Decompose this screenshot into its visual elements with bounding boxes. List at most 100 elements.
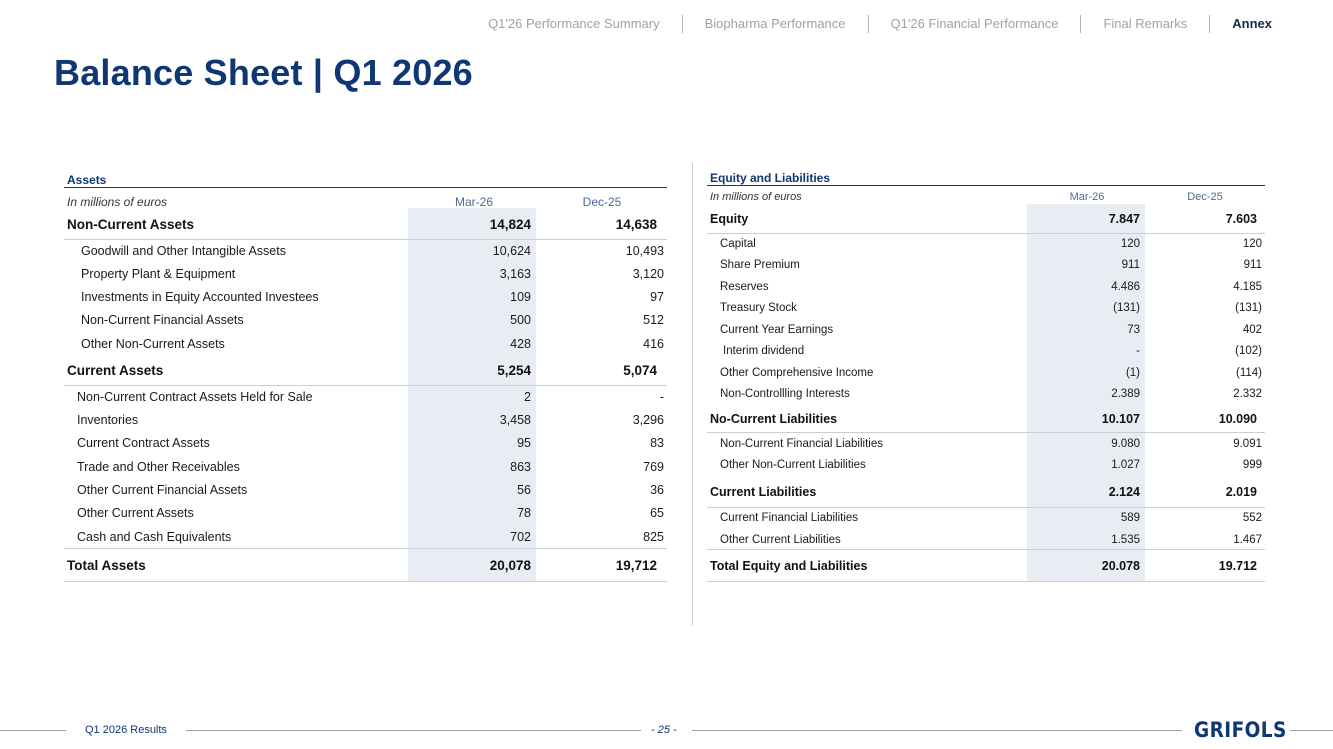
row-label: Non-Current Financial Liabilities: [720, 438, 883, 450]
value-mar-26: 3,163: [499, 267, 531, 281]
value-dec-25: 825: [643, 530, 664, 544]
value-dec-25: 10,493: [625, 244, 664, 258]
value-mar-26: (131): [1113, 302, 1140, 314]
value-dec-25: 19.712: [1218, 559, 1257, 573]
nav-separator: [681, 15, 683, 33]
value-dec-25: 999: [1242, 459, 1262, 471]
value-dec-25: 3,120: [632, 267, 664, 281]
grifols-logo: GRIFOLS: [1194, 718, 1287, 742]
row-label: Other Non-Current Liabilities: [720, 459, 866, 471]
row-label: Other Current Financial Assets: [77, 483, 248, 497]
value-dec-25: 120: [1242, 238, 1262, 250]
assets-heading-underline: [64, 187, 667, 188]
table-row: Non-Current Financial Liabilities 9.080 9.…: [707, 438, 1265, 456]
row-label: Share Premium: [720, 259, 800, 271]
assets-heading: Assets: [67, 173, 107, 187]
value-dec-25: 65: [650, 506, 664, 520]
liabilities-col-dec-25: Dec-25: [1187, 191, 1223, 203]
value-mar-26: 2: [524, 390, 531, 404]
row-label: No-Current Liabilities: [710, 412, 838, 426]
value-mar-26: 2.389: [1111, 388, 1140, 400]
table-row: Inventories 3,458 3,296: [64, 413, 667, 431]
assets-unit-label: In millions of euros: [67, 195, 168, 209]
table-row: Non-Current Financial Assets 500 512: [64, 313, 667, 331]
table-row: Treasury Stock (131) (131): [707, 302, 1265, 320]
value-mar-26: 73: [1127, 324, 1140, 336]
value-mar-26: 702: [510, 530, 531, 544]
value-mar-26: 1.027: [1111, 459, 1140, 471]
value-dec-25: 36: [650, 483, 664, 497]
table-row: Non-Current Contract Assets Held for Sal…: [64, 390, 667, 408]
value-mar-26: 500: [510, 313, 531, 327]
row-label: Non-Current Contract Assets Held for Sal…: [77, 390, 313, 404]
value-dec-25: 552: [1242, 512, 1262, 524]
table-row: Goodwill and Other Intangible Assets 10,6…: [64, 244, 667, 262]
value-dec-25: 2.019: [1225, 485, 1257, 499]
row-label: Other Current Assets: [77, 506, 194, 520]
value-dec-25: 416: [643, 337, 664, 351]
section-row: Total Assets 20,078 19,712: [64, 558, 667, 576]
liabilities-heading-underline: [707, 185, 1265, 186]
nav-separator: [1080, 15, 1082, 33]
row-label: Investments in Equity Accounted Investee…: [81, 290, 319, 304]
footer-line-middle-right: [692, 730, 1182, 731]
row-label: Current Contract Assets: [77, 436, 210, 450]
footer-report-name: Q1 2026 Results: [85, 724, 167, 736]
top-nav: Q1'26 Performance Summary Biopharma Perf…: [466, 15, 1285, 33]
row-label: Total Equity and Liabilities: [710, 559, 868, 573]
nav-item-final-remarks[interactable]: Final Remarks: [1103, 16, 1188, 31]
row-separator: [64, 581, 667, 582]
value-mar-26: 20,078: [489, 558, 531, 573]
table-row: Share Premium 911 911: [707, 259, 1265, 277]
row-label: Non-Current Financial Assets: [81, 313, 244, 327]
table-row: Other Non-Current Liabilities 1.027 999: [707, 459, 1265, 477]
row-label: Interim dividend: [723, 345, 805, 357]
value-dec-25: 14,638: [615, 217, 657, 232]
footer-line-right: [1290, 730, 1333, 731]
table-row: Current Financial Liabilities 589 552: [707, 512, 1265, 530]
value-mar-26: 5,254: [497, 363, 531, 378]
table-row: Reserves 4.486 4.185: [707, 281, 1265, 299]
mar-26-highlight-column: [408, 208, 536, 582]
table-row: Interim dividend - (102): [707, 345, 1265, 363]
nav-item-biopharma[interactable]: Biopharma Performance: [704, 16, 846, 31]
section-row: No-Current Liabilities 10.107 10.090: [707, 412, 1265, 430]
table-row: Trade and Other Receivables 863 769: [64, 460, 667, 478]
value-mar-26: 863: [510, 460, 531, 474]
liabilities-heading: Equity and Liabilities: [710, 171, 831, 185]
nav-separator: [867, 15, 869, 33]
value-mar-26: 911: [1121, 259, 1140, 271]
row-label: Total Assets: [67, 558, 146, 573]
value-mar-26: 1.535: [1111, 534, 1140, 546]
nav-separator: [1209, 15, 1211, 33]
table-row: Investments in Equity Accounted Investee…: [64, 290, 667, 308]
value-mar-26: 10.107: [1101, 412, 1140, 426]
footer-page-number: - 25 -: [651, 724, 677, 736]
row-label: Goodwill and Other Intangible Assets: [81, 244, 286, 258]
value-dec-25: 769: [643, 460, 664, 474]
value-dec-25: 5,074: [623, 363, 657, 378]
table-row: Other Comprehensive Income (1) (114): [707, 367, 1265, 385]
nav-item-annex[interactable]: Annex: [1232, 16, 1272, 31]
row-label: Trade and Other Receivables: [77, 460, 240, 474]
section-row: Equity 7.847 7.603: [707, 212, 1265, 230]
nav-item-performance-summary[interactable]: Q1'26 Performance Summary: [488, 16, 660, 31]
section-row: Current Assets 5,254 5,074: [64, 363, 667, 381]
value-dec-25: 3,296: [632, 413, 664, 427]
table-row: Other Non-Current Assets 428 416: [64, 337, 667, 355]
value-dec-25: 19,712: [615, 558, 657, 573]
nav-item-financial-performance[interactable]: Q1'26 Financial Performance: [890, 16, 1059, 31]
table-row: Capital 120 120: [707, 238, 1265, 256]
row-label: Capital: [720, 238, 756, 250]
value-dec-25: 1.467: [1233, 534, 1262, 546]
row-label: Inventories: [77, 413, 139, 427]
value-dec-25: (131): [1235, 302, 1262, 314]
value-mar-26: 120: [1120, 238, 1140, 250]
liabilities-col-mar-26: Mar-26: [1069, 191, 1105, 203]
value-mar-26: 56: [517, 483, 531, 497]
row-label: Current Liabilities: [710, 485, 817, 499]
value-mar-26: 4.486: [1111, 281, 1140, 293]
value-dec-25: 4.185: [1233, 281, 1262, 293]
row-separator: [707, 432, 1265, 433]
table-row: Other Current Assets 78 65: [64, 506, 667, 524]
